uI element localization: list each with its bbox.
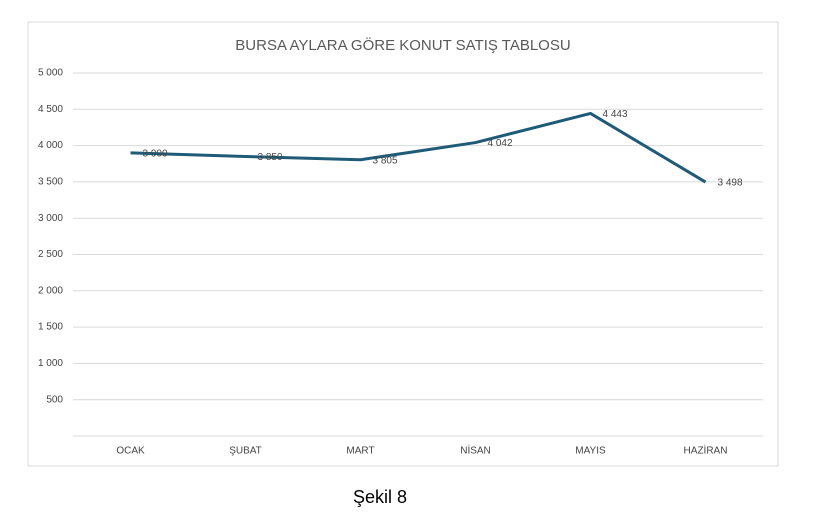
y-tick-label: 500 <box>46 394 63 405</box>
y-tick-label: 3 000 <box>38 213 63 224</box>
chart-title: BURSA AYLARA GÖRE KONUT SATIŞ TABLOSU <box>235 36 570 54</box>
data-label: 3 900 <box>143 149 168 160</box>
y-tick-label: 1 000 <box>38 358 63 369</box>
y-tick-label: 5 000 <box>38 68 63 79</box>
x-tick-label: ŞUBAT <box>229 446 262 457</box>
y-tick-label: 1 500 <box>38 322 63 333</box>
line-series <box>130 111 707 184</box>
data-label: 3 498 <box>718 178 743 189</box>
x-tick-label: OCAK <box>116 446 145 457</box>
data-label: 4 443 <box>603 109 628 120</box>
data-label: 3 805 <box>373 155 398 166</box>
data-label: 3 850 <box>258 152 283 163</box>
chart-frame <box>27 21 779 467</box>
x-tick-label: MART <box>346 446 374 457</box>
x-tick-label: HAZİRAN <box>684 444 728 457</box>
y-tick-label: 4 500 <box>38 104 63 115</box>
data-label: 4 042 <box>488 138 513 149</box>
x-tick-label: MAYIS <box>575 446 606 457</box>
y-tick-label: 2 500 <box>38 249 63 260</box>
caption: Şekil 8 <box>353 487 407 507</box>
y-tick-label: 4 000 <box>38 140 63 151</box>
y-tick-label: 3 500 <box>38 177 63 188</box>
y-tick-label: 2 000 <box>38 285 63 296</box>
x-tick-label: NİSAN <box>460 444 491 457</box>
